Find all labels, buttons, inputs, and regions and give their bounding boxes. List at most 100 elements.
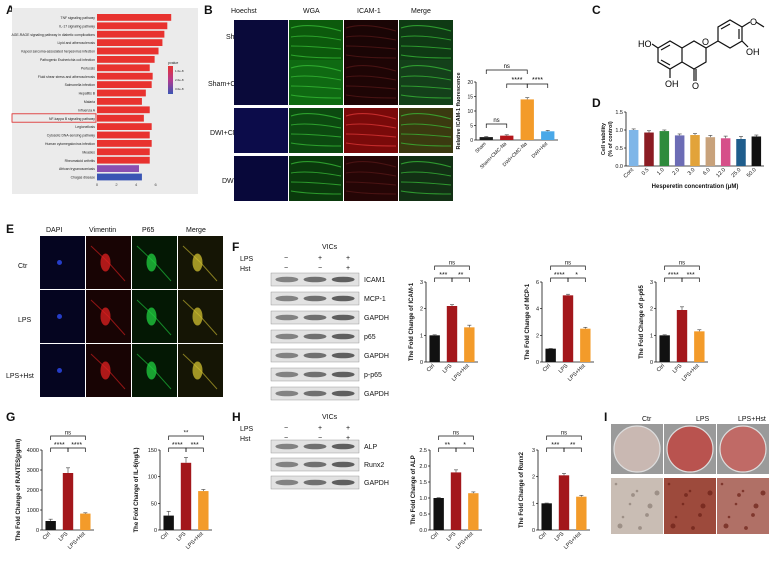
panel-label-b: B [204,3,213,17]
pathway-label: Human cytomegalovirus infection [45,142,95,146]
micrograph-tile [40,236,85,289]
significance-label: *** [439,272,447,279]
mineral-nodule [751,513,755,517]
tissue-fiber [400,94,452,99]
structure-label-oh-ring-a: OH [665,79,679,89]
band-label: p65 [364,334,376,341]
significance-bracket [526,83,549,88]
significance-bracket [455,447,474,452]
data-bar [720,138,731,166]
band-label: GAPDH [364,480,389,487]
legend-tick: 1.0e-8 [175,69,184,73]
micrograph-tile [40,344,85,397]
data-bar [80,513,91,530]
significance-bracket [451,277,470,282]
cell-signal [57,368,62,373]
structure-label-methoxy-o: O [750,17,757,27]
tissue-fiber [400,75,452,81]
mineral-nodule [667,482,671,486]
pathway-bar [97,140,152,147]
x-tick-label: 25.0 [731,167,743,179]
y-tick-label: 0.5 [419,512,427,518]
cell-process [90,353,126,390]
x-tick-label: Ctrl [160,531,170,541]
treatment-mark: − [284,265,289,272]
y-tick-label: 3000 [27,468,39,474]
y-tick-label: 5 [470,124,473,130]
blot-band [303,333,327,340]
panel-label-e: E [6,222,15,236]
tissue-fiber [400,45,452,50]
blot-band [331,276,355,283]
pathway-bar [97,81,152,88]
blot-band [303,443,327,450]
treatment-mark: + [318,255,323,262]
significance-label: *** [191,442,199,449]
significance-label: ns [493,118,499,124]
x-tick-label: 2 [115,182,118,187]
tissue-fiber [345,113,397,120]
data-bar [676,310,688,362]
y-tick-label: 2000 [27,488,39,494]
pathway-label: Rheumatoid arthritis [65,159,96,163]
blot-band [331,479,355,486]
mineral-nodule [684,493,688,497]
data-bar [736,139,746,166]
tissue-fiber [345,85,397,90]
band-label: Runx2 [364,462,384,469]
data-bar [628,130,639,166]
y-tick-label: 2 [536,333,539,339]
blot-band [303,479,327,486]
y-tick-label: 10 [467,109,473,115]
significance-bracket [50,435,86,440]
significance-label: ns [679,261,685,267]
tissue-fiber [400,65,452,72]
data-bar [464,327,475,362]
row-label-ctr: Ctr [18,263,28,270]
significance-bracket [546,435,582,440]
column-header-lps-hst-i: LPS+Hst [738,416,766,423]
y-tick-label: 0 [532,528,535,534]
blot-band [331,295,355,302]
row-label-lps-hst: LPS+Hst [6,373,34,380]
y-tick-label: 1.0 [419,496,427,502]
legend-tick: 2.0e-8 [175,78,184,82]
significance-label: **** [54,442,65,449]
panel-label-i: I [604,410,608,424]
significance-label: ** [570,442,576,449]
x-tick-label: LPS [58,531,70,543]
blot-band [303,276,327,283]
mineral-nodule [681,502,685,506]
y-tick-label: 2 [650,307,653,313]
blot-band [303,295,327,302]
pathway-label: Cytosolic DNA-sensing pathway [47,134,96,138]
band-label: GAPDH [364,315,389,322]
data-bar [62,473,74,530]
pathway-label: African trypanosomiasis [59,167,95,171]
x-tick-label: Ctrl [426,363,436,373]
micrograph-tile [234,20,288,65]
data-bar [450,472,462,530]
blot-band [303,314,327,321]
mineral-nodule [654,490,660,496]
pathway-bar [97,156,150,164]
tissue-fiber [400,142,452,147]
data-bar [690,135,700,166]
tissue-fiber [290,94,342,99]
significance-label: *** [551,442,559,449]
column-header-dapi: DAPI [46,227,63,234]
x-tick-label: 6 [154,182,157,187]
pathway-bar [97,148,150,156]
significance-label: ns [65,431,71,437]
data-bar [446,306,458,362]
treatment-label-lps-h: LPS [240,426,254,433]
significance-label: * [575,272,578,279]
y-tick-label: 2.5 [419,448,427,454]
x-tick-label: 0.5 [641,167,651,177]
pathway-label: NF-kappa B signaling pathway [49,117,95,121]
pathway-label: Lipid and atherosclerosis [57,41,95,45]
tissue-fiber [400,85,452,90]
